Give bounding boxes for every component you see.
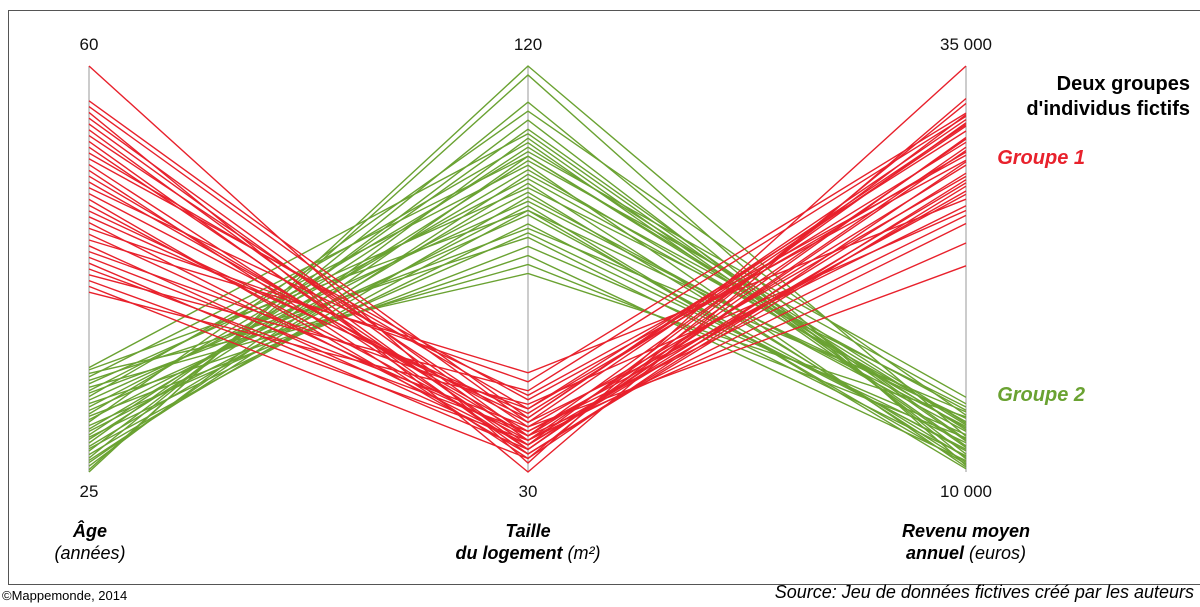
polyline-groupe-2-30 xyxy=(88,236,967,457)
credit-text: ©Mappemonde, 2014 xyxy=(2,588,128,603)
legend-title: Deux groupes d'individus fictifs xyxy=(950,72,1190,122)
polyline-groupe-1-0 xyxy=(88,65,967,464)
tick-taille-min: 30 xyxy=(519,482,538,501)
polylines-group xyxy=(88,65,967,473)
polyline-groupe-1-34 xyxy=(88,209,967,406)
polyline-groupe-1-24 xyxy=(88,233,967,437)
polyline-groupe-1-27 xyxy=(88,151,967,410)
polyline-groupe-1-30 xyxy=(88,214,967,433)
tick-revenu-max: 35 000 xyxy=(940,35,992,54)
tick-age-max: 60 xyxy=(80,35,99,54)
polyline-groupe-1-16 xyxy=(88,154,967,397)
axis-title-age: Âge (années) xyxy=(30,520,150,564)
polyline-groupe-2-23 xyxy=(88,254,967,462)
legend-title-line2: d'individus fictifs xyxy=(1026,98,1190,120)
axis-title-taille: Taille du logement (m²) xyxy=(418,520,638,564)
polyline-groupe-1-23 xyxy=(88,112,967,383)
polyline-groupe-1-33 xyxy=(88,161,967,460)
axis-taille-name-1: Taille xyxy=(505,521,551,541)
legend-title-line1: Deux groupes xyxy=(1056,73,1190,95)
polyline-groupe-2-0 xyxy=(88,65,967,473)
polyline-groupe-2-20 xyxy=(88,150,967,415)
polyline-groupe-1-29 xyxy=(88,136,967,451)
legend-groupe-1: Groupe 1 xyxy=(997,147,1085,169)
axis-revenu-unit: (euros) xyxy=(969,543,1027,563)
polyline-groupe-2-27 xyxy=(88,164,967,468)
polyline-groupe-1-25 xyxy=(88,198,967,374)
source-text: Source: Jeu de données fictives créé par… xyxy=(774,582,1194,602)
polyline-groupe-1-31 xyxy=(88,115,967,392)
polyline-groupe-1-26 xyxy=(88,172,967,446)
polyline-groupe-2-26 xyxy=(88,227,967,413)
polyline-groupe-2-22 xyxy=(88,178,967,423)
polyline-groupe-2-32 xyxy=(88,272,967,418)
polyline-groupe-1-21 xyxy=(88,141,967,415)
polyline-groupe-2-33 xyxy=(88,209,967,465)
axis-revenu-name-1: Revenu moyen xyxy=(901,521,1031,541)
tick-age-min: 25 xyxy=(80,482,99,501)
polyline-groupe-2-12 xyxy=(88,223,967,450)
chart-frame xyxy=(8,10,1200,585)
axis-title-revenu: Revenu moyen annuel (euros) xyxy=(846,520,1086,564)
legend-groupe-2: Groupe 2 xyxy=(997,384,1085,406)
axis-age-unit: (années) xyxy=(54,543,126,563)
polyline-groupe-2-15 xyxy=(88,168,967,430)
polyline-groupe-2-29 xyxy=(88,187,967,408)
polyline-groupe-1-32 xyxy=(88,190,967,442)
axis-taille-name-2: du logement xyxy=(455,543,563,563)
tick-taille-max: 120 xyxy=(514,35,542,54)
polyline-groupe-2-13 xyxy=(88,146,967,436)
polyline-groupe-1-17 xyxy=(88,192,967,424)
axis-taille-unit: (m²) xyxy=(567,543,601,563)
polyline-groupe-2-21 xyxy=(88,214,967,452)
polyline-groupe-1-11 xyxy=(88,158,967,401)
axis-revenu-name-2: annuel xyxy=(905,543,964,563)
axis-age-name: Âge xyxy=(72,521,107,541)
tick-revenu-min: 10 000 xyxy=(940,482,992,501)
axes-group: 60 120 35 000 25 30 10 000 xyxy=(80,35,992,501)
polyline-groupe-2-34 xyxy=(88,132,967,442)
polyline-groupe-2-14 xyxy=(88,204,967,470)
